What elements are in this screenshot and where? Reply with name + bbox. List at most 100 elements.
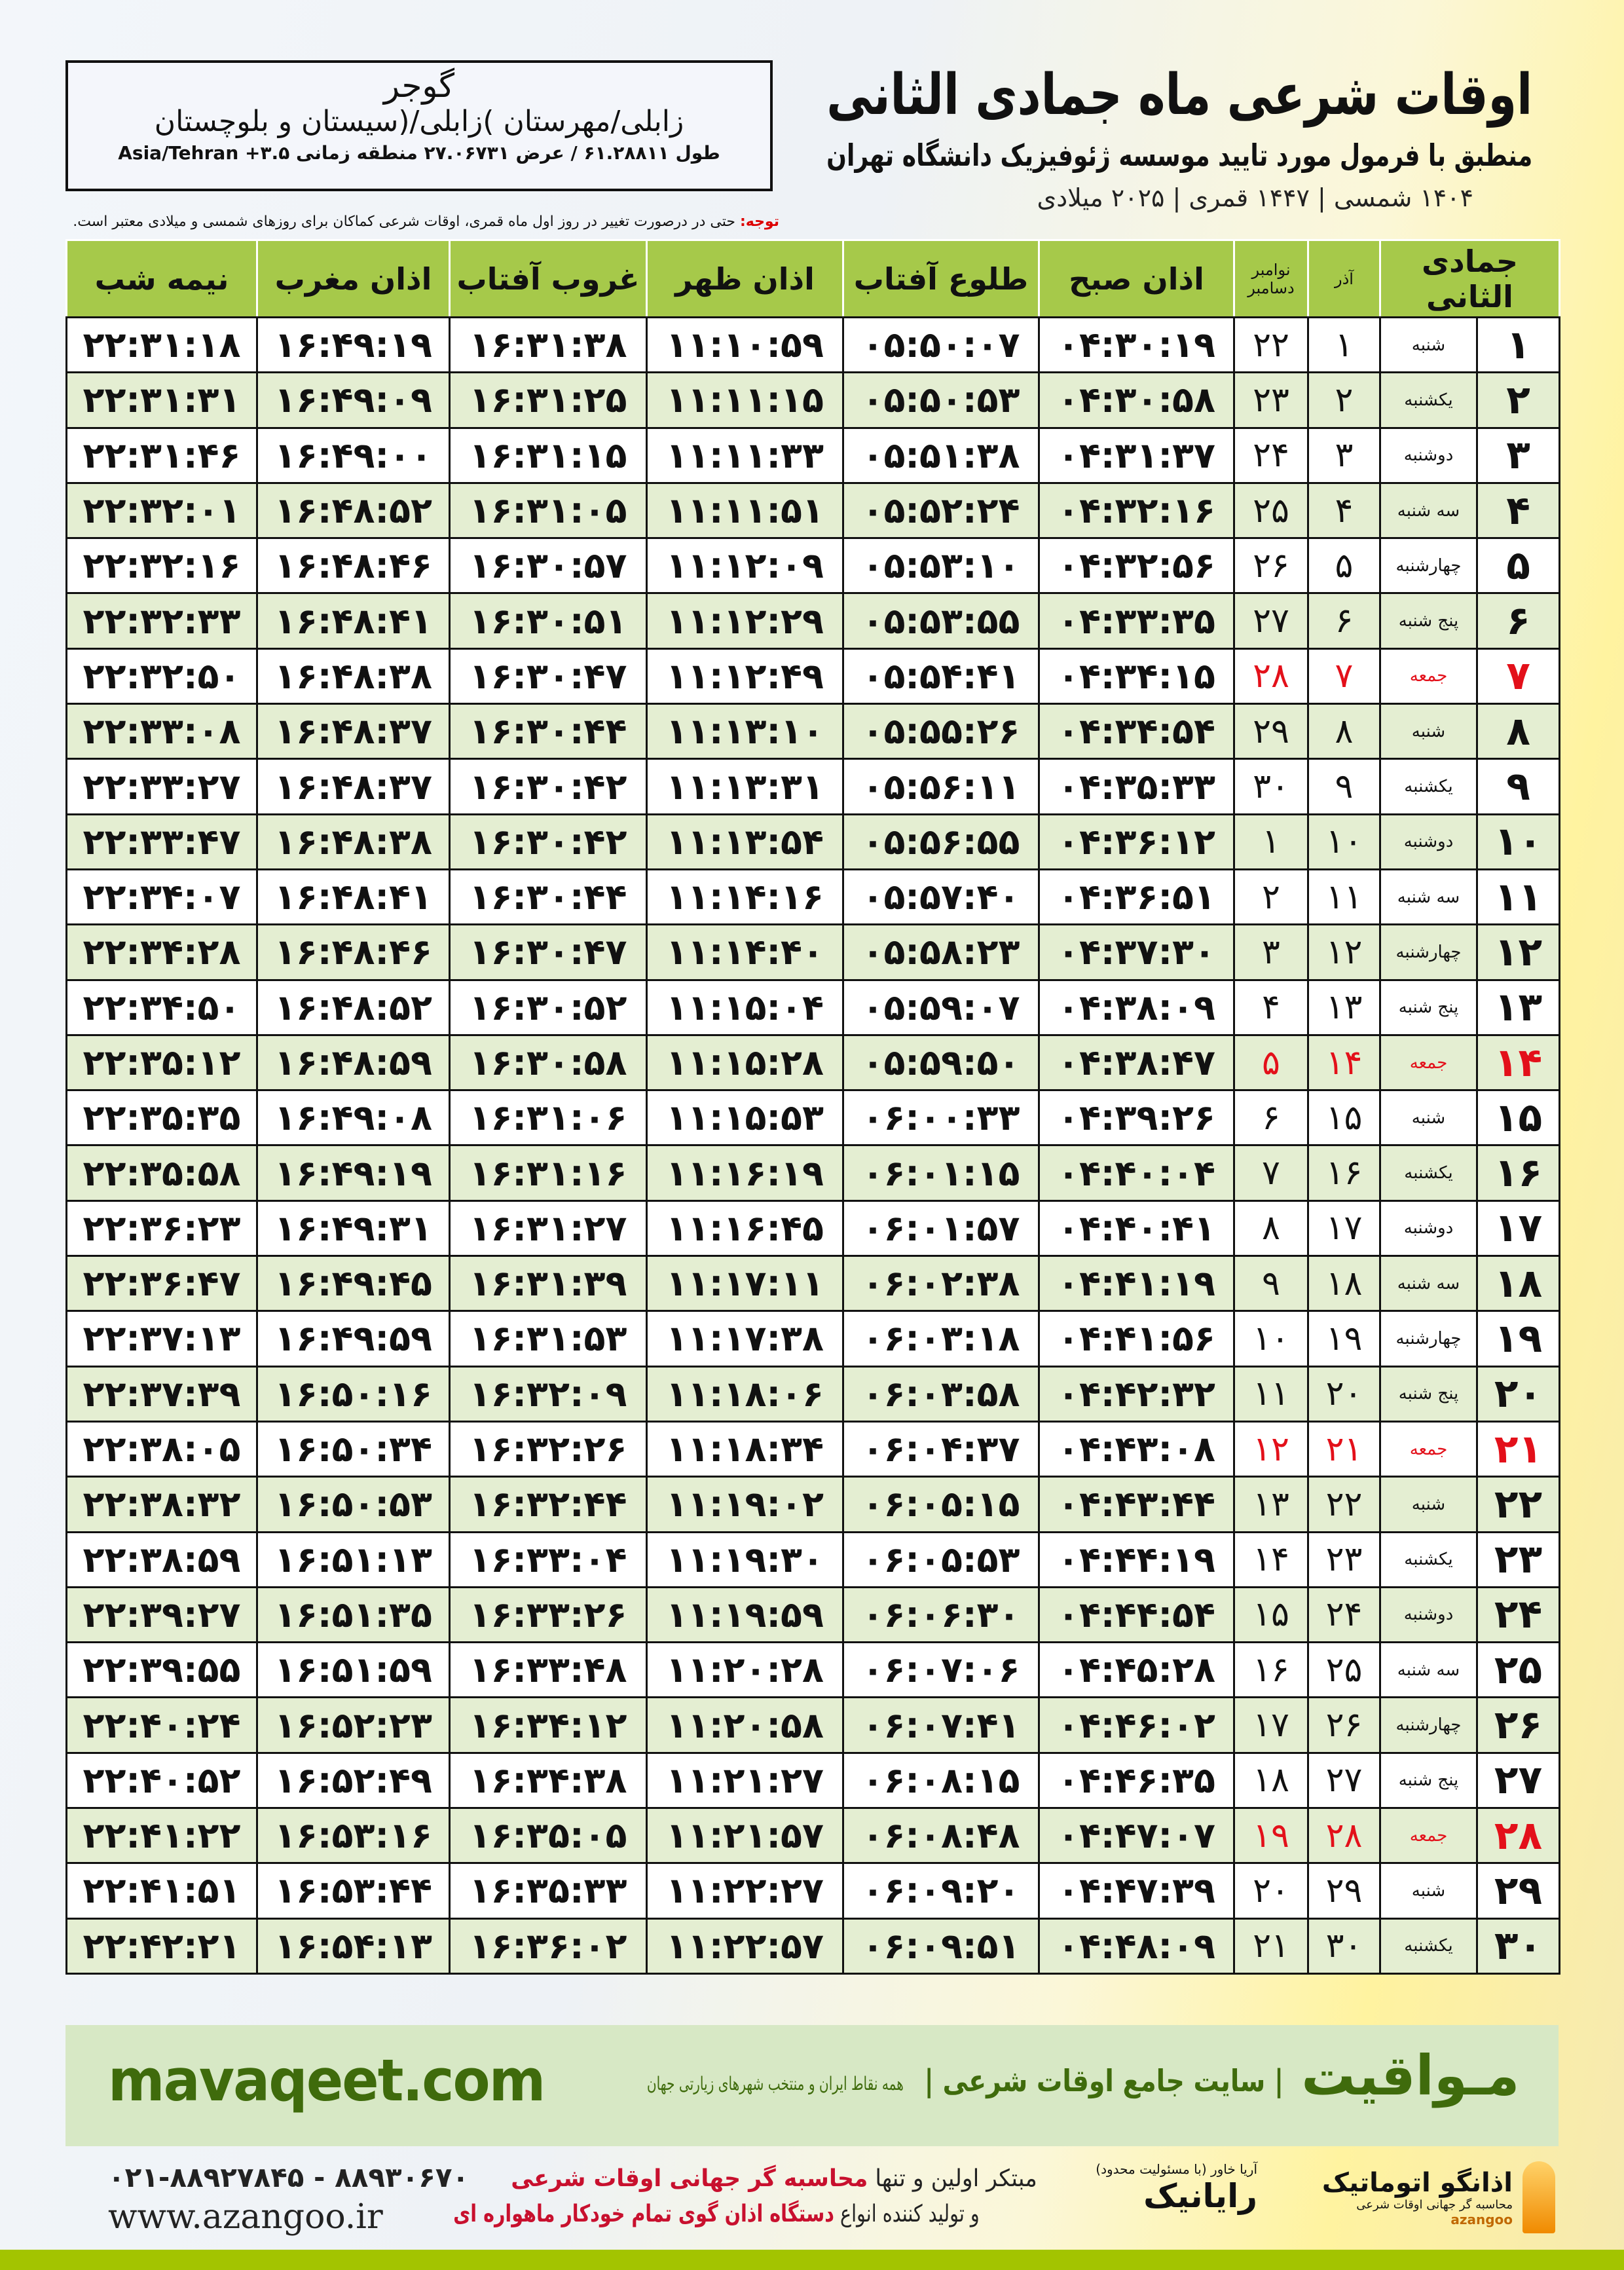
gregorian-day: ۱۳ [1233,1476,1309,1533]
rayanik-logo: آریا خاور (با مسئولیت محدود) رایانیک [1061,2161,1257,2215]
midnight-time: ۲۲:۳۸:۵۹ [65,1531,258,1588]
midnight-time: ۲۲:۳۸:۳۲ [65,1476,258,1533]
sunset-time: ۱۶:۳۰:۵۲ [449,978,648,1036]
weekday: جمعه [1378,647,1479,705]
day-number: ۷ [1476,647,1561,705]
maghrib-time: ۱۶:۵۰:۳۴ [256,1420,451,1478]
table-row: ۱۶ یکشنبه ۱۶ ۷ ۰۴:۴۰:۰۴ ۰۶:۰۱:۱۵ ۱۱:۱۶:۱۹ ۱۶:۳۱… [65,1144,1561,1202]
azar-day: ۲۹ [1307,1862,1381,1920]
header-azar: آذر [1307,239,1381,318]
gregorian-day: ۱ [1233,813,1309,870]
table-row: ۲۹ شنبه ۲۹ ۲۰ ۰۴:۴۷:۳۹ ۰۶:۰۹:۲۰ ۱۱:۲۲:۲۷ ۱۶:۳۵:… [65,1862,1561,1920]
azar-day: ۲۲ [1307,1476,1381,1533]
site-link[interactable]: mavaqeet.com [108,2047,545,2114]
table-row: ۳۰ یکشنبه ۳۰ ۲۱ ۰۴:۴۸:۰۹ ۰۶:۰۹:۵۱ ۱۱:۲۲:۵۷ ۱۶:۳… [65,1917,1561,1975]
dhuhr-time: ۱۱:۱۳:۳۱ [646,758,844,815]
weekday: یکشنبه [1378,1144,1479,1202]
region-name: زابلی/مهرستان )زابلی/(سیستان و بلوچستان [154,105,684,138]
day-number: ۱۷ [1476,1199,1561,1257]
promo-line1a: مبتکر اولین و تنها [868,2165,1037,2192]
phone-numbers: ۰۲۱-۸۸۹۲۷۸۴۵ - ۸۸۹۳۰۶۷۰ [108,2161,470,2193]
weekday: پنج شنبه [1378,592,1479,650]
day-number: ۲۰ [1476,1365,1561,1423]
dhuhr-time: ۱۱:۱۴:۱۶ [646,868,844,926]
table-row: ۲۲ شنبه ۲۲ ۱۳ ۰۴:۴۳:۴۴ ۰۶:۰۵:۱۵ ۱۱:۱۹:۰۲ ۱۶:۳۲:… [65,1476,1561,1533]
subh-time: ۰۴:۳۳:۳۵ [1038,592,1235,650]
weekday: یکشنبه [1378,1917,1479,1975]
maghrib-time: ۱۶:۵۲:۲۳ [256,1696,451,1754]
midnight-time: ۲۲:۳۴:۲۸ [65,923,258,981]
brand-tagline-secondary: همه نقاط ایران و منتخب شهرهای زیارتی جها… [647,2073,904,2094]
midnight-time: ۲۲:۴۰:۲۴ [65,1696,258,1754]
weekday: چهارشنبه [1378,1310,1479,1368]
day-number: ۱۵ [1476,1089,1561,1147]
gregorian-day: ۲ [1233,868,1309,926]
weekday: جمعه [1378,1807,1479,1865]
sunrise-time: ۰۵:۵۶:۵۵ [842,813,1040,870]
table-row: ۸ شنبه ۸ ۲۹ ۰۴:۳۴:۵۴ ۰۵:۵۵:۲۶ ۱۱:۱۳:۱۰ ۱۶:۳۰:۴۴… [65,703,1561,760]
day-number: ۹ [1476,758,1561,815]
azangoo-link-box: www.azangoo.ir [108,2197,475,2237]
midnight-time: ۲۲:۳۲:۱۶ [65,537,258,595]
dhuhr-time: ۱۱:۱۱:۵۱ [646,481,844,540]
table-row: ۶ پنج شنبه ۶ ۲۷ ۰۴:۳۳:۳۵ ۰۵:۵۳:۵۵ ۱۱:۱۲:۲۹ ۱۶:۳… [65,592,1561,650]
azar-day: ۲۷ [1307,1751,1381,1810]
header-sunrise: طلوع آفتاب [842,239,1040,318]
sunrise-time: ۰۵:۵۴:۴۱ [842,647,1040,705]
gregorian-day: ۸ [1233,1199,1309,1257]
subh-time: ۰۴:۳۸:۴۷ [1038,1033,1235,1092]
dhuhr-time: ۱۱:۲۲:۵۷ [646,1917,844,1975]
azar-day: ۱۹ [1307,1310,1381,1368]
azangoo-link[interactable]: www.azangoo.ir [108,2197,383,2237]
midnight-time: ۲۲:۳۳:۰۸ [65,703,258,760]
azar-day: ۱۳ [1307,978,1381,1036]
maghrib-time: ۱۶:۵۱:۵۹ [256,1641,451,1699]
day-number: ۱۶ [1476,1144,1561,1202]
subh-time: ۰۴:۳۶:۱۲ [1038,813,1235,870]
maghrib-time: ۱۶:۴۸:۴۶ [256,923,451,981]
azar-day: ۲۳ [1307,1531,1381,1588]
azar-day: ۲۸ [1307,1807,1381,1865]
sunset-time: ۱۶:۳۳:۲۶ [449,1586,648,1644]
day-number: ۲۷ [1476,1751,1561,1810]
dhuhr-time: ۱۱:۱۰:۵۹ [646,316,844,374]
page-subtitle: منطبق با فرمول مورد تایید موسسه ژئوفیزیک… [826,138,1532,173]
azangoo-sub-line: محاسبه گر جهانی اوقات شرعی [1277,2198,1513,2212]
sunrise-time: ۰۶:۰۳:۱۸ [842,1310,1040,1368]
brand-tagline-box: | سایت جامع اوقات شرعی | [917,2063,1283,2098]
gregorian-day: ۲۲ [1233,316,1309,374]
sunset-time: ۱۶:۳۲:۰۹ [449,1365,648,1423]
azar-day: ۱۴ [1307,1033,1381,1092]
site-link-box: mavaqeet.com [108,2047,553,2114]
day-number: ۲۸ [1476,1807,1561,1865]
subh-time: ۰۴:۳۲:۱۶ [1038,481,1235,540]
day-number: ۲۹ [1476,1862,1561,1920]
azar-day: ۱۱ [1307,868,1381,926]
region-line: زابلی/مهرستان )زابلی/(سیستان و بلوچستان [72,105,766,138]
header-month: جمادی الثانی [1378,239,1561,318]
day-number: ۱۸ [1476,1255,1561,1312]
gregorian-day: ۱۶ [1233,1641,1309,1699]
dhuhr-time: ۱۱:۱۴:۴۰ [646,923,844,981]
dhuhr-time: ۱۱:۱۸:۳۴ [646,1420,844,1478]
dhuhr-time: ۱۱:۱۸:۰۶ [646,1365,844,1423]
header-november: نوامبر [1251,260,1291,279]
table-row: ۹ یکشنبه ۹ ۳۰ ۰۴:۳۵:۳۳ ۰۵:۵۶:۱۱ ۱۱:۱۳:۳۱ ۱۶:۳۰:… [65,758,1561,815]
table-row: ۱۳ پنج شنبه ۱۳ ۴ ۰۴:۳۸:۰۹ ۰۵:۵۹:۰۷ ۱۱:۱۵:۰۴ ۱۶:… [65,978,1561,1036]
sunset-time: ۱۶:۳۱:۵۳ [449,1310,648,1368]
maghrib-time: ۱۶:۴۸:۴۱ [256,592,451,650]
day-number: ۳۰ [1476,1917,1561,1975]
gregorian-day: ۱۷ [1233,1696,1309,1754]
sunset-time: ۱۶:۳۰:۵۱ [449,592,648,650]
table-row: ۲۴ دوشنبه ۲۴ ۱۵ ۰۴:۴۴:۵۴ ۰۶:۰۶:۳۰ ۱۱:۱۹:۵۹ ۱۶:۳… [65,1586,1561,1644]
maghrib-time: ۱۶:۵۴:۱۳ [256,1917,451,1975]
weekday: شنبه [1378,1089,1479,1147]
maghrib-time: ۱۶:۴۸:۴۱ [256,868,451,926]
maghrib-time: ۱۶:۴۹:۵۹ [256,1310,451,1368]
table-row: ۲۸ جمعه ۲۸ ۱۹ ۰۴:۴۷:۰۷ ۰۶:۰۸:۴۸ ۱۱:۲۱:۵۷ ۱۶:۳۵:… [65,1807,1561,1865]
midnight-time: ۲۲:۳۹:۲۷ [65,1586,258,1644]
table-row: ۲ یکشنبه ۲ ۲۳ ۰۴:۳۰:۵۸ ۰۵:۵۰:۵۳ ۱۱:۱۱:۱۵ ۱۶:۳۱:… [65,371,1561,429]
midnight-time: ۲۲:۴۱:۲۲ [65,1807,258,1865]
sunrise-time: ۰۵:۵۹:۰۷ [842,978,1040,1036]
phone-numbers-box: ۰۲۱-۸۸۹۲۷۸۴۵ - ۸۸۹۳۰۶۷۰ [108,2161,475,2193]
